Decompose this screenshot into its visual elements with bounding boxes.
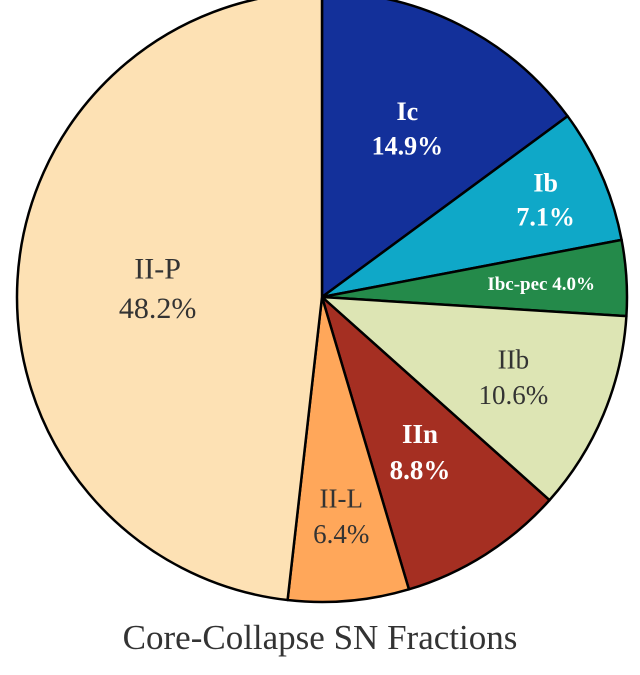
pie-slice-ic [320,0,569,299]
pie-slices [15,0,629,604]
slice-name-ibc-pec: Ibc-pec [487,274,552,295]
pie-slice-iin [320,295,551,591]
slice-value-ii-l: 6.4% [313,519,369,549]
chart-title: Core-Collapse SN Fractions [122,618,518,657]
pie-slice-ii-l [286,295,411,604]
pie-slice-ib [320,114,623,299]
pie-slice-iib [320,295,628,502]
slice-label-ic: Ic 14.9% [372,97,444,160]
slice-label-ibc-pec: Ibc-pec 4.0% [487,274,595,295]
slice-value-ibc-pec: 4.0% [552,274,595,295]
slice-value-ii-p: 48.2% [119,292,197,325]
pie-labels: Ic 14.9% Ib 7.1% Ibc-pec 4.0% IIb 10.6% IIn 8.8%… [119,97,595,549]
slice-value-iib: 10.6% [478,380,548,410]
slice-name-iib: IIb [498,345,529,375]
slice-label-ib: Ib 7.1% [516,168,575,231]
slice-value-ib: 7.1% [516,203,575,232]
slice-label-ii-p: II-P 48.2% [119,252,197,325]
slice-name-ib: Ib [533,168,558,197]
slice-name-ic: Ic [396,97,418,126]
slice-label-ii-l: II-L 6.4% [313,483,369,549]
slice-value-ic: 14.9% [372,132,444,161]
slice-name-ii-l: II-L [320,483,363,513]
slice-label-iin: IIn 8.8% [390,419,451,485]
pie-slice-ii-p [15,0,324,602]
pie-chart-svg: Ic 14.9% Ib 7.1% Ibc-pec 4.0% IIb 10.6% IIn 8.8%… [15,0,629,604]
slice-name-ii-p: II-P [134,252,181,285]
slice-name-iin: IIn [402,419,438,449]
slice-label-iib: IIb 10.6% [478,345,548,411]
slice-value-iin: 8.8% [390,455,451,485]
